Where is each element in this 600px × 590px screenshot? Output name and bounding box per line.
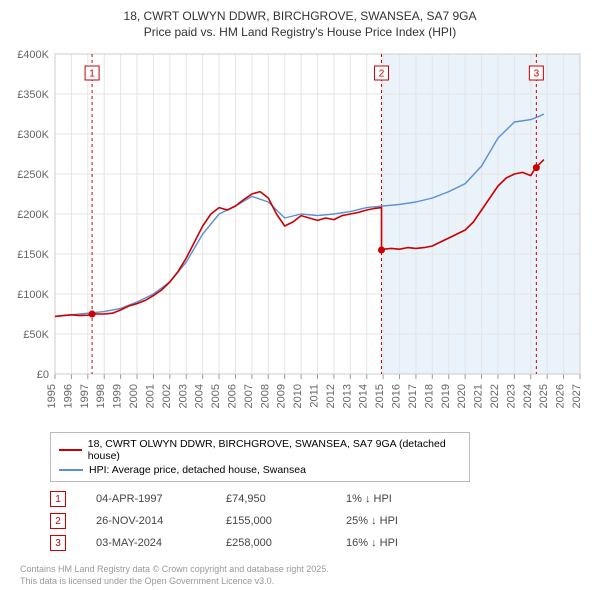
chart-svg: £0 £50K £100K £150K £200K £250K £300K £350K £400…	[10, 44, 590, 424]
svg-text:1999: 1999	[112, 384, 124, 408]
footer-line2: This data is licensed under the Open Gov…	[20, 576, 590, 588]
svg-text:2001: 2001	[144, 384, 156, 408]
svg-text:1995: 1995	[46, 384, 58, 408]
transaction-date: 26-NOV-2014	[96, 515, 196, 527]
svg-text:2011: 2011	[309, 384, 321, 408]
chart-title: 18, CWRT OLWYN DDWR, BIRCHGROVE, SWANSEA…	[10, 8, 590, 40]
transaction-price: £155,000	[226, 515, 316, 527]
svg-text:2019: 2019	[440, 384, 452, 408]
title-line1: 18, CWRT OLWYN DDWR, BIRCHGROVE, SWANSEA…	[10, 8, 590, 24]
svg-text:2004: 2004	[194, 384, 206, 408]
transaction-marker: 2	[50, 513, 66, 529]
svg-text:2009: 2009	[276, 384, 288, 408]
svg-text:£50K: £50K	[23, 329, 49, 341]
svg-text:2013: 2013	[341, 384, 353, 408]
title-line2: Price paid vs. HM Land Registry's House …	[10, 24, 590, 40]
svg-text:2: 2	[379, 69, 385, 80]
transaction-pct: 25% ↓ HPI	[346, 515, 436, 527]
table-row: 2 26-NOV-2014 £155,000 25% ↓ HPI	[50, 510, 590, 532]
transaction-price: £74,950	[226, 493, 316, 505]
svg-text:2020: 2020	[456, 384, 468, 408]
transaction-price: £258,000	[226, 537, 316, 549]
transaction-marker: 1	[50, 491, 66, 507]
legend-swatch	[59, 449, 82, 451]
svg-text:2014: 2014	[358, 384, 370, 408]
chart-container: 18, CWRT OLWYN DDWR, BIRCHGROVE, SWANSEA…	[0, 0, 600, 590]
transaction-date: 04-APR-1997	[96, 493, 196, 505]
transaction-table: 1 04-APR-1997 £74,950 1% ↓ HPI 2 26-NOV-…	[50, 488, 590, 554]
svg-text:£350K: £350K	[17, 89, 49, 101]
svg-text:1997: 1997	[79, 384, 91, 408]
svg-text:2024: 2024	[522, 384, 534, 408]
svg-text:£200K: £200K	[17, 209, 49, 221]
svg-text:2023: 2023	[505, 384, 517, 408]
svg-text:2012: 2012	[325, 384, 337, 408]
transaction-marker: 3	[50, 535, 66, 551]
svg-text:2005: 2005	[210, 384, 222, 408]
legend-item: 18, CWRT OLWYN DDWR, BIRCHGROVE, SWANSEA…	[59, 437, 461, 463]
svg-text:1998: 1998	[95, 384, 107, 408]
svg-text:2022: 2022	[489, 384, 501, 408]
svg-text:2003: 2003	[177, 384, 189, 408]
transaction-date: 03-MAY-2024	[96, 537, 196, 549]
svg-text:2006: 2006	[226, 384, 238, 408]
footer-line1: Contains HM Land Registry data © Crown c…	[20, 564, 590, 576]
svg-text:£0: £0	[37, 369, 49, 381]
svg-text:1: 1	[89, 69, 95, 80]
svg-text:£250K: £250K	[17, 169, 49, 181]
svg-text:£100K: £100K	[17, 289, 49, 301]
svg-text:2018: 2018	[423, 384, 435, 408]
svg-text:2007: 2007	[243, 384, 255, 408]
legend-label: HPI: Average price, detached house, Swan…	[89, 464, 306, 476]
svg-text:2010: 2010	[292, 384, 304, 408]
svg-text:£150K: £150K	[17, 249, 49, 261]
table-row: 1 04-APR-1997 £74,950 1% ↓ HPI	[50, 488, 590, 510]
svg-text:2008: 2008	[259, 384, 271, 408]
svg-text:£400K: £400K	[17, 49, 49, 61]
legend-label: 18, CWRT OLWYN DDWR, BIRCHGROVE, SWANSEA…	[88, 438, 461, 462]
svg-text:2026: 2026	[555, 384, 567, 408]
chart-plot-area: £0 £50K £100K £150K £200K £250K £300K £350K £400…	[10, 44, 590, 424]
legend: 18, CWRT OLWYN DDWR, BIRCHGROVE, SWANSEA…	[50, 432, 470, 482]
svg-text:2027: 2027	[571, 384, 583, 408]
transaction-pct: 1% ↓ HPI	[346, 493, 436, 505]
svg-text:2000: 2000	[128, 384, 140, 408]
svg-text:2025: 2025	[538, 384, 550, 408]
legend-item: HPI: Average price, detached house, Swan…	[59, 463, 461, 477]
svg-text:£300K: £300K	[17, 129, 49, 141]
svg-text:2017: 2017	[407, 384, 419, 408]
table-row: 3 03-MAY-2024 £258,000 16% ↓ HPI	[50, 532, 590, 554]
footer-attribution: Contains HM Land Registry data © Crown c…	[20, 564, 590, 587]
svg-text:3: 3	[534, 69, 540, 80]
svg-text:2021: 2021	[473, 384, 485, 408]
svg-text:1996: 1996	[62, 384, 74, 408]
svg-text:2002: 2002	[161, 384, 173, 408]
svg-text:2015: 2015	[374, 384, 386, 408]
legend-swatch	[59, 469, 83, 471]
transaction-pct: 16% ↓ HPI	[346, 537, 436, 549]
svg-text:2016: 2016	[391, 384, 403, 408]
